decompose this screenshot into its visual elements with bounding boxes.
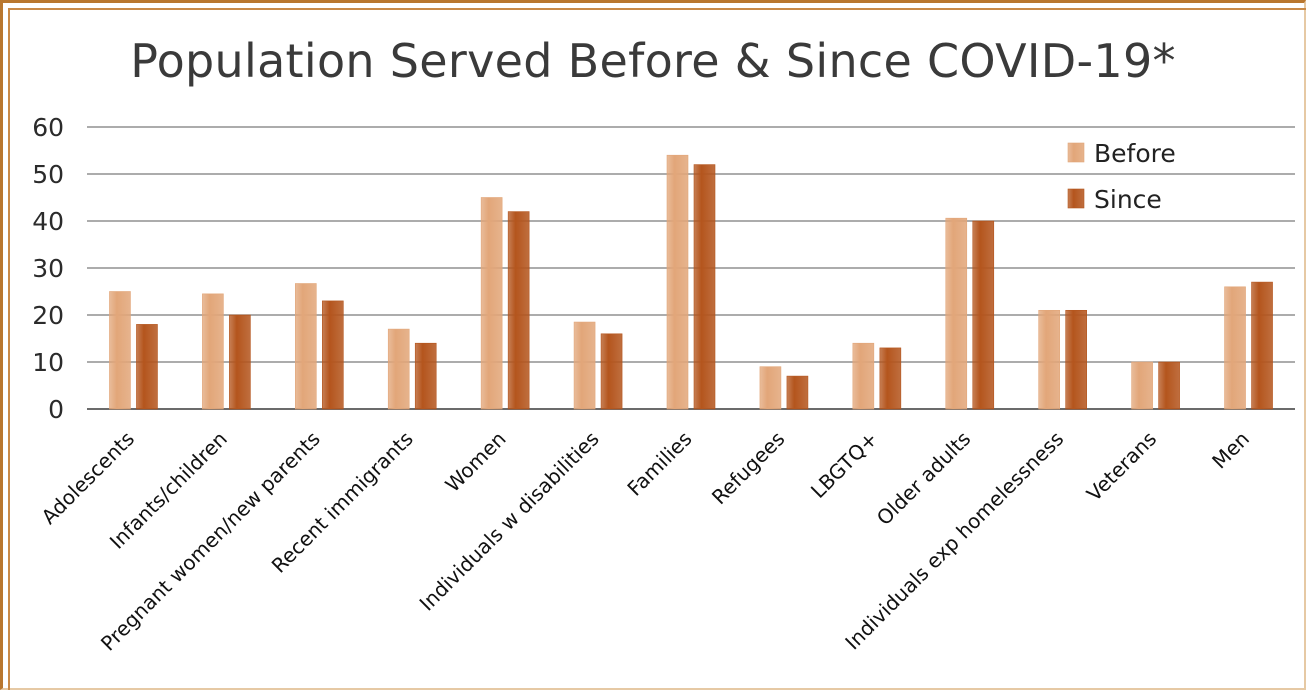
bar-before: [852, 342, 875, 410]
bar-before: [295, 283, 317, 410]
bar-since: [1158, 361, 1180, 410]
y-tick-label: 10: [32, 348, 64, 377]
legend-label-since: Since: [1094, 185, 1162, 214]
y-tick-label: 0: [48, 395, 64, 424]
legend-swatch-since: [1067, 188, 1085, 209]
bar-since: [972, 220, 995, 410]
frame-rule-left: [8, 8, 10, 690]
bar-before: [1038, 309, 1060, 410]
bar-since: [1251, 281, 1273, 410]
bar-since: [507, 211, 530, 410]
bar-before: [573, 321, 596, 410]
bar-since: [322, 300, 344, 410]
bar-since: [693, 164, 716, 410]
y-tick-label: 20: [32, 301, 64, 330]
bar-before: [759, 366, 782, 410]
x-tick-label: Women: [440, 427, 510, 497]
bar-before: [387, 328, 410, 410]
bar-since: [600, 333, 623, 410]
legend-swatch-before: [1067, 142, 1085, 163]
bar-before: [945, 217, 968, 410]
y-tick-label: 50: [32, 160, 64, 189]
chart-title: Population Served Before & Since COVID-1…: [130, 34, 1176, 88]
bar-since: [786, 375, 809, 410]
legend-label-before: Before: [1094, 139, 1176, 168]
y-tick-label: 30: [32, 254, 64, 283]
bar-before: [109, 291, 131, 410]
bar-since: [414, 342, 437, 410]
x-tick-label: Men: [1207, 427, 1254, 474]
x-tick-label: Older adults: [872, 427, 975, 530]
x-tick-label: Veterans: [1082, 427, 1161, 506]
y-tick-label: 60: [32, 113, 64, 142]
x-tick-label: LBGTQ+: [806, 427, 882, 503]
bar-since: [1065, 309, 1087, 410]
x-tick-label: Individuals w disabilities: [415, 427, 604, 616]
bar-before: [1131, 361, 1153, 410]
x-tick-label: Refugees: [707, 427, 790, 510]
x-tick-label: Adolescents: [37, 427, 139, 529]
bar-since: [229, 314, 251, 410]
bar-since: [879, 347, 902, 410]
bar-before: [202, 293, 224, 410]
bar-before: [1224, 286, 1246, 410]
bar-before: [480, 197, 503, 410]
frame-rule-top: [8, 8, 1306, 10]
bar-before: [666, 154, 689, 410]
x-tick-label: Families: [622, 427, 696, 501]
y-tick-label: 40: [32, 207, 64, 236]
bar-since: [136, 324, 158, 410]
